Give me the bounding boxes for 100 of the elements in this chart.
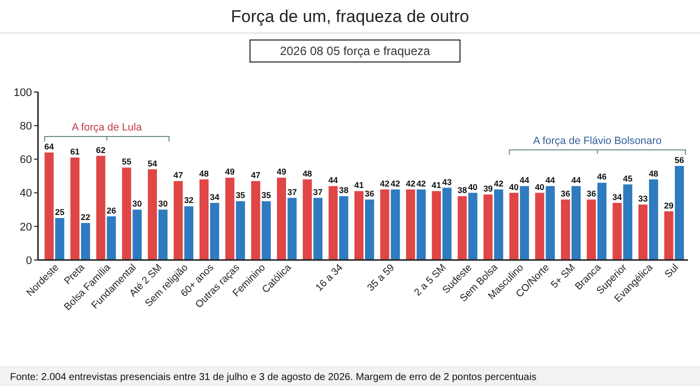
- bar: [468, 192, 478, 260]
- data-label: 35: [262, 190, 272, 200]
- bar: [442, 188, 452, 260]
- chart-title: Força de um, fraqueza de outro: [230, 7, 470, 26]
- data-label: 41: [432, 180, 442, 190]
- bar: [106, 216, 116, 260]
- bar: [96, 156, 106, 260]
- data-label: 39: [483, 183, 494, 194]
- text: 2026 08 05 força e fraqueza: [280, 44, 430, 58]
- bar: [520, 186, 529, 260]
- bar: [597, 182, 606, 260]
- bar: [623, 184, 632, 260]
- bar: [328, 186, 338, 260]
- data-label: 47: [250, 170, 261, 180]
- data-label: 62: [96, 144, 106, 155]
- data-label: 61: [70, 146, 80, 157]
- bar: [494, 189, 504, 260]
- bar: [365, 200, 374, 260]
- data-label: 26: [106, 205, 116, 216]
- data-label: 48: [648, 168, 659, 178]
- bar: [664, 211, 674, 260]
- bar: [535, 192, 544, 260]
- data-label: 36: [586, 188, 596, 199]
- data-label: 34: [210, 192, 220, 202]
- data-label: 37: [313, 186, 323, 197]
- data-label: 42: [494, 178, 504, 188]
- bar: [70, 158, 80, 260]
- data-label: 30: [132, 198, 142, 209]
- data-label: 48: [199, 168, 210, 178]
- data-label: 36: [560, 188, 571, 199]
- data-label: 42: [390, 178, 400, 188]
- bar: [484, 194, 493, 260]
- data-label: 45: [623, 173, 633, 184]
- bar: [586, 200, 596, 260]
- data-label: 34: [612, 192, 622, 202]
- source-note: Fonte: 2.004 entrevistas presenciais entre 31 de julho e 3 de agosto de 2026. Margem de erro de 2 pontos percentuais: [10, 372, 536, 383]
- bar: [339, 196, 348, 260]
- y-tick-label: 100: [14, 86, 32, 99]
- bar: [674, 166, 684, 260]
- bar: [236, 201, 245, 260]
- data-label: 38: [338, 185, 349, 196]
- bar: [380, 189, 390, 260]
- data-label: 35: [236, 190, 246, 200]
- bar: [148, 169, 157, 260]
- y-tick-label: 20: [20, 221, 32, 234]
- bar: [210, 202, 220, 260]
- data-label: 22: [80, 212, 91, 222]
- annotation: A força de Lula: [72, 121, 142, 134]
- bar: [200, 179, 209, 260]
- bar: [458, 196, 467, 260]
- bar: [612, 202, 622, 260]
- data-label: 55: [122, 156, 132, 167]
- data-label: 36: [364, 188, 375, 199]
- bar: [251, 181, 260, 260]
- data-label: 49: [276, 166, 286, 177]
- bar: [184, 206, 194, 260]
- bar: [276, 178, 286, 260]
- data-label: 38: [458, 185, 468, 196]
- data-label: 40: [509, 182, 519, 192]
- bar: [546, 186, 555, 260]
- y-tick-label: 60: [20, 154, 32, 166]
- data-label: 37: [287, 186, 298, 197]
- y-tick-label: 0: [26, 254, 32, 267]
- bar: [406, 189, 416, 260]
- bar: [354, 191, 364, 260]
- bar: [638, 204, 648, 260]
- bar: [288, 198, 297, 260]
- data-label: 29: [664, 200, 674, 210]
- bar: [122, 168, 132, 260]
- x-tick-label: Sul: [662, 262, 681, 280]
- data-label: 44: [328, 175, 338, 186]
- bar: [572, 186, 581, 260]
- data-label: 42: [406, 178, 416, 188]
- x-tick-label: 16 a 34: [314, 262, 346, 294]
- data-label: 64: [44, 141, 54, 152]
- y-tick-label: 40: [20, 188, 32, 200]
- bar: [225, 178, 234, 260]
- data-label: 41: [354, 180, 364, 190]
- data-label: 44: [571, 175, 582, 186]
- x-tick-label: 35 a 59: [366, 262, 398, 294]
- data-label: 49: [225, 166, 235, 177]
- bar: [44, 152, 54, 260]
- bar: [560, 200, 570, 260]
- bar: [390, 189, 400, 260]
- bar: [649, 179, 658, 260]
- data-label: 42: [416, 178, 426, 188]
- data-label: 48: [302, 168, 312, 178]
- bar: [55, 218, 64, 260]
- data-label: 30: [158, 198, 168, 209]
- data-label: 47: [173, 170, 184, 180]
- bar: [313, 198, 322, 260]
- bar: [432, 191, 441, 260]
- bar: [132, 210, 142, 260]
- data-label: 32: [184, 195, 194, 206]
- bar: [262, 201, 271, 260]
- annotation: A força de Flávio Bolsonaro: [533, 134, 662, 147]
- bar: [302, 179, 312, 260]
- bar: [80, 223, 90, 260]
- bar: [174, 181, 183, 260]
- bar: [416, 189, 426, 260]
